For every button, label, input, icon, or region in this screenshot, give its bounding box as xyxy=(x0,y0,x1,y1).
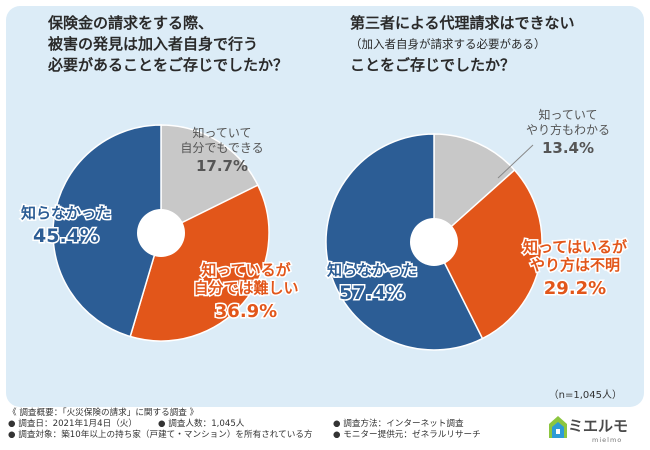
house-logo-icon xyxy=(549,416,567,438)
pie0-slice-0 xyxy=(160,124,259,235)
pie0-label-1-line1: 自分では難しい xyxy=(193,279,298,297)
pie0-slice-2 xyxy=(52,124,162,338)
pie1-slice-1 xyxy=(433,169,543,340)
pie1-value-1: 29.2% xyxy=(544,278,606,299)
question-right-line2: （加入者自身が請求する必要がある） xyxy=(350,37,546,51)
question-left-line1: 保険金の請求をする際、 xyxy=(48,14,214,32)
logo-sub: mielmo xyxy=(592,436,623,444)
pie0-value-0: 17.7% xyxy=(196,157,248,175)
overview-target: ● 調査対象：築10年以上の持ち家（戸建て・マンション）を所有されている方 xyxy=(8,430,313,441)
pie1-center-hole xyxy=(410,218,458,266)
pie0-label-0-line0: 知っていて xyxy=(192,126,251,140)
overview-title: 《 調査概要：「火災保険の請求」に関する調査 》 xyxy=(8,408,199,418)
pie0-value-1: 36.9% xyxy=(215,301,277,322)
mielmo-logo: ミエルモ mielmo xyxy=(548,414,648,446)
survey-overview: 《 調査概要：「火災保険の請求」に関する調査 》 ● 調査日：2021年1月4日… xyxy=(8,408,481,442)
overview-date: ● 調査日：2021年1月4日（火） xyxy=(8,419,137,430)
overview-provider: ● モニター提供元：ゼネラルリサーチ xyxy=(333,430,481,441)
question-right-line3: ことをご存じでしたか？ xyxy=(350,56,516,74)
pie1-slice-2 xyxy=(325,133,484,351)
question-left: 保険金の請求をする際、 被害の発見は加入者自身で行う 必要があることをご存じでし… xyxy=(48,13,288,76)
pie1-label-0-line1: やり方もわかる xyxy=(526,122,610,137)
pie0-center-hole xyxy=(137,209,185,257)
overview-count: ● 調査人数：1,045人 xyxy=(158,419,245,430)
pie1-label-1-line1: やり方は不明 xyxy=(530,256,620,274)
pie0-label-0-line1: 自分でもできる xyxy=(180,141,263,155)
question-right-line1: 第三者による代理請求はできない xyxy=(350,14,575,32)
pie1-slice-0 xyxy=(433,133,516,244)
overview-method: ● 調査方法：インターネット調査 xyxy=(333,419,464,430)
pie0-value-2: 45.4% xyxy=(33,225,99,247)
pie1-label-2-line0: 知らなかった xyxy=(327,261,417,279)
question-left-line3: 必要があることをご存じでしたか？ xyxy=(48,56,289,74)
pie0-label-2-line0: 知らなかった xyxy=(21,204,111,222)
logo-name: ミエルモ xyxy=(568,417,629,435)
sample-size-note: （n=1,045人） xyxy=(548,390,622,401)
pie0-label-1-line0: 知っているが xyxy=(201,261,291,279)
pie0-slice-1 xyxy=(129,184,270,342)
pie1-label-1-line0: 知ってはいるが xyxy=(523,238,628,256)
question-left-line2: 被害の発見は加入者自身で行う xyxy=(48,35,259,53)
pie1-value-0: 13.4% xyxy=(542,139,594,157)
pie1-label-0-line0: 知っていて xyxy=(538,108,597,122)
pie1-leader-0 xyxy=(497,144,534,179)
pie1-value-2: 57.4% xyxy=(339,282,405,304)
question-right: 第三者による代理請求はできない （加入者自身が請求する必要がある） ことをご存じ… xyxy=(350,13,575,76)
